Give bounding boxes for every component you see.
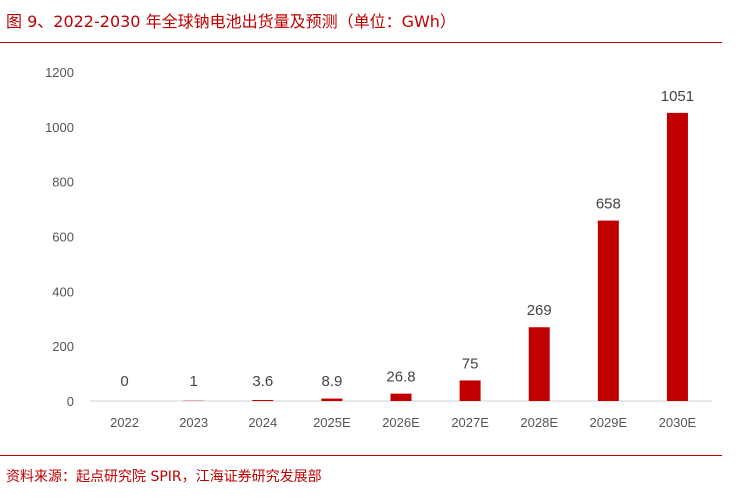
x-tick-label: 2026E bbox=[382, 415, 420, 430]
y-tick-label: 200 bbox=[52, 339, 74, 354]
bar-chart: 0 200 400 600 800 1000 1200 2022 0 2023 1 2024 3.6 20… bbox=[45, 65, 712, 430]
data-label: 658 bbox=[596, 196, 621, 213]
x-tick-label: 2025E bbox=[313, 415, 351, 430]
y-tick-label: 800 bbox=[52, 175, 74, 190]
data-label: 3.6 bbox=[252, 373, 273, 390]
x-tick-label: 2028E bbox=[520, 415, 558, 430]
y-tick-label: 0 bbox=[67, 394, 74, 409]
y-tick-label: 400 bbox=[52, 284, 74, 299]
y-tick-label: 1200 bbox=[45, 65, 74, 80]
data-label: 8.9 bbox=[321, 373, 342, 390]
x-tick-label: 2027E bbox=[451, 415, 489, 430]
x-tick-label: 2029E bbox=[590, 415, 628, 430]
bar bbox=[666, 112, 688, 401]
data-label: 1 bbox=[189, 373, 197, 390]
bar bbox=[321, 398, 343, 401]
bar bbox=[528, 327, 550, 401]
source-divider bbox=[0, 455, 722, 456]
x-tick-label: 2023 bbox=[179, 415, 208, 430]
data-label: 26.8 bbox=[386, 369, 415, 386]
data-label: 1051 bbox=[661, 88, 694, 105]
x-tick-label: 2022 bbox=[110, 415, 139, 430]
x-tick-label: 2024 bbox=[248, 415, 277, 430]
source-note: 资料来源：起点研究院 SPIR，江海证券研究发展部 bbox=[6, 469, 322, 485]
data-label: 0 bbox=[120, 373, 128, 390]
chart-title: 图 9、2022-2030 年全球钠电池出货量及预测（单位：GWh） bbox=[6, 12, 456, 31]
data-label: 75 bbox=[462, 355, 479, 372]
bar bbox=[459, 380, 481, 401]
data-label: 269 bbox=[527, 302, 552, 319]
bar bbox=[597, 220, 619, 401]
bar bbox=[252, 400, 274, 401]
y-tick-label: 600 bbox=[52, 230, 74, 245]
y-tick-label: 1000 bbox=[45, 120, 74, 135]
title-divider bbox=[0, 42, 722, 43]
bar bbox=[390, 393, 412, 401]
x-tick-label: 2030E bbox=[659, 415, 697, 430]
